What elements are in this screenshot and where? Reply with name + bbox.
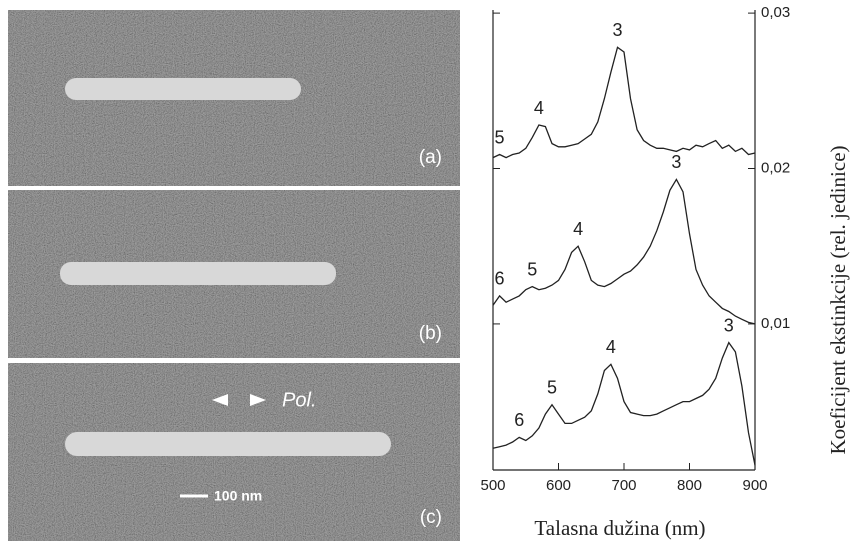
- peak-label: 3: [724, 315, 734, 335]
- scale-bar-label: 100 nm: [214, 488, 262, 504]
- panel-label: (a): [419, 147, 442, 168]
- sem-panels: (a) (b) Pol. 100 nm (c): [8, 10, 460, 541]
- chart: Talasna dužina (nm) Koeficijent ekstinkc…: [480, 4, 849, 540]
- polarization-arrow: [212, 394, 228, 406]
- panel-label: (c): [420, 507, 442, 528]
- nanorod: [60, 262, 336, 285]
- peak-label: 4: [573, 219, 583, 239]
- peak-label: 3: [671, 152, 681, 172]
- panel-label: (b): [419, 323, 442, 344]
- x-tick-label: 700: [611, 477, 636, 494]
- nanorod: [65, 78, 301, 100]
- y-tick-label: 0,02: [761, 159, 790, 176]
- y-tick-label: 0,03: [761, 4, 790, 21]
- peak-label: 3: [612, 20, 622, 40]
- y-axis-title: Koeficijent ekstinkcije (rel. jedinice): [826, 145, 850, 454]
- x-tick-label: 900: [742, 477, 767, 494]
- x-tick-label: 500: [480, 477, 505, 494]
- peak-label: 4: [534, 98, 544, 118]
- peak-label: 5: [527, 259, 537, 279]
- peak-label: 4: [606, 337, 616, 357]
- polarization-arrow: [250, 394, 266, 406]
- spectrum-line: [492, 341, 756, 466]
- x-axis-title: Talasna dužina (nm): [534, 516, 705, 540]
- y-tick-label: 0,01: [761, 315, 790, 332]
- peak-label: 5: [547, 377, 557, 397]
- spectrum-line: [492, 178, 756, 325]
- peak-label: 5: [495, 127, 505, 147]
- spectrum-line: [492, 46, 756, 159]
- x-tick-label: 600: [546, 477, 571, 494]
- peak-label: 6: [495, 269, 505, 289]
- nanorod: [65, 432, 391, 456]
- peak-label: 6: [514, 410, 524, 430]
- polarization-label: Pol.: [282, 389, 316, 411]
- x-tick-label: 800: [677, 477, 702, 494]
